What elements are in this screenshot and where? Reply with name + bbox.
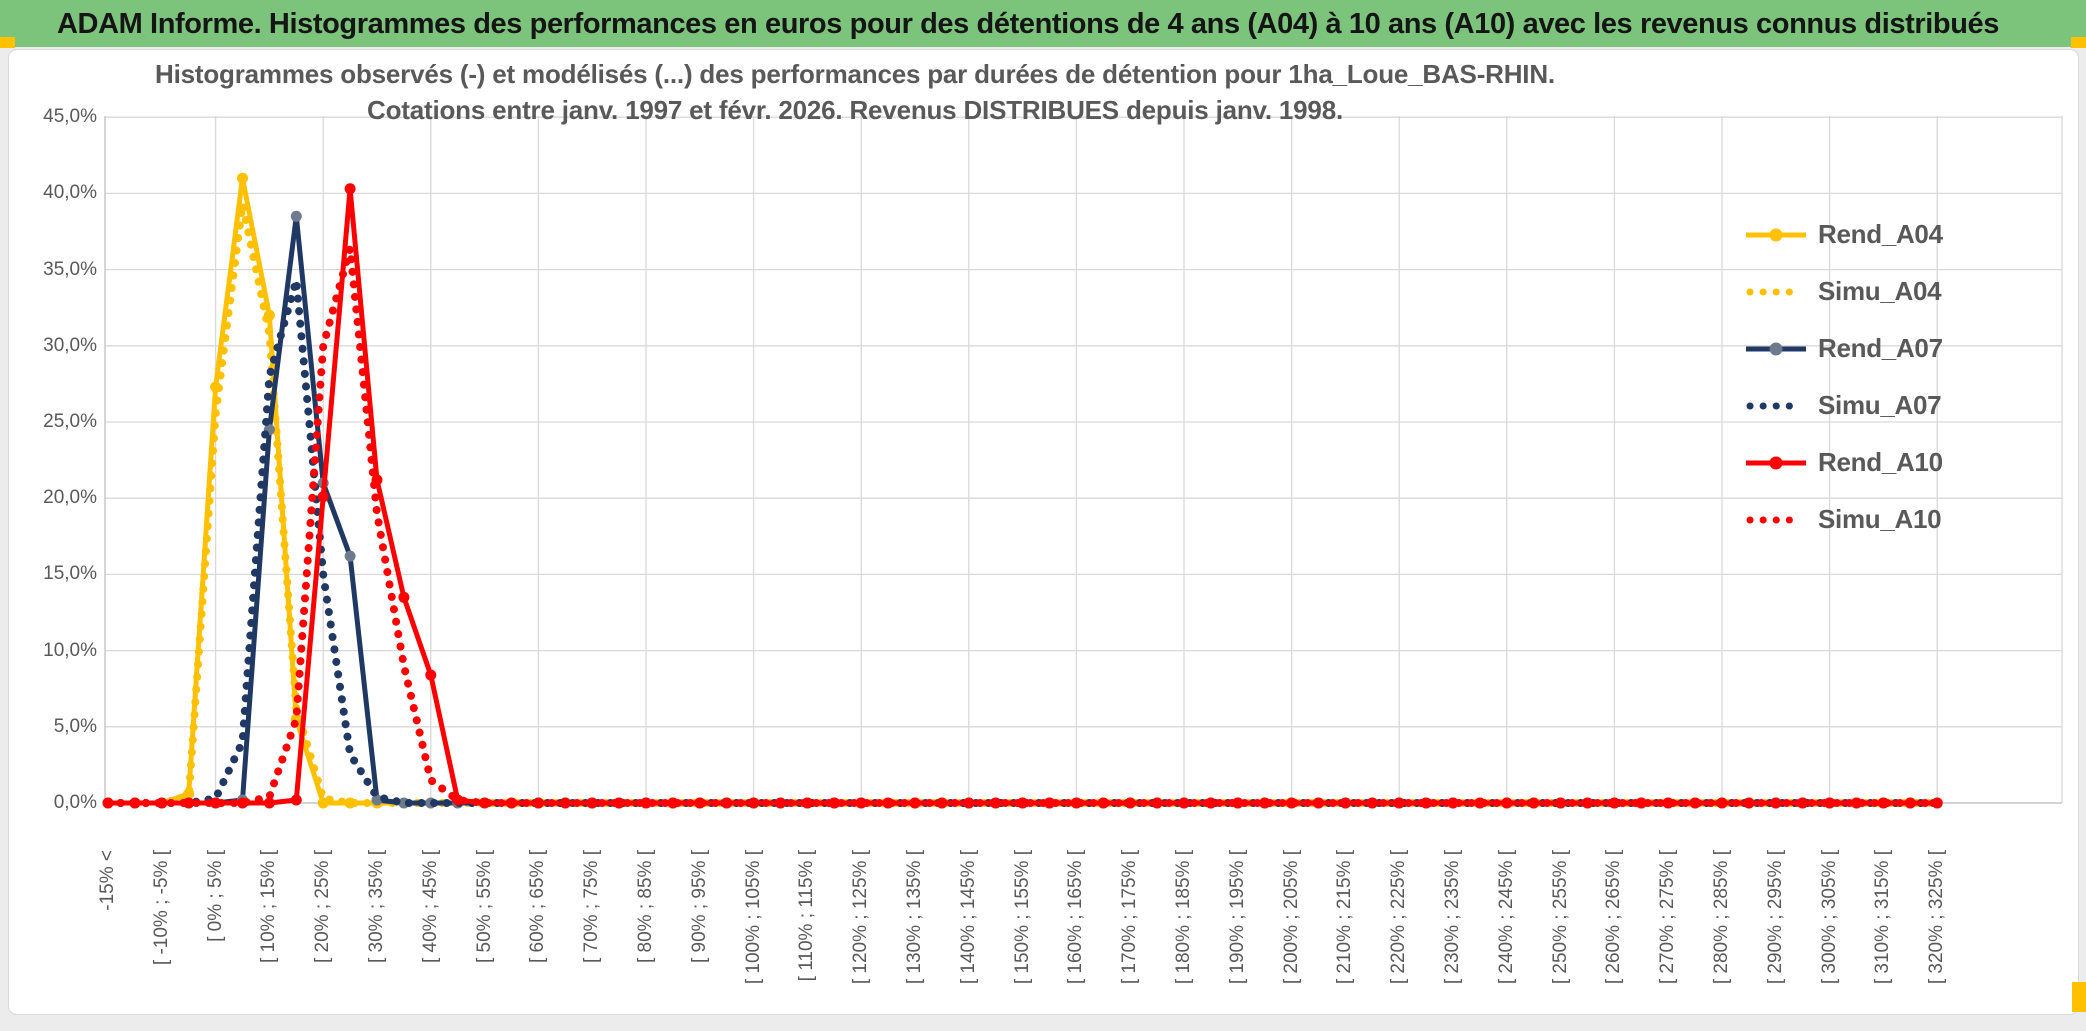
x-axis-label: [ 170% ; 175% [ [1119, 850, 1141, 985]
legend-item-Rend_A04[interactable]: Rend_A04 [1742, 206, 1943, 263]
y-axis-label: 45,0% [43, 106, 97, 128]
legend-swatch-icon [1746, 456, 1806, 469]
marker-Rend_A10 [1232, 797, 1244, 809]
header-bar: ADAM Informe. Histogrammes des performan… [0, 0, 2086, 47]
marker-Rend_A10 [263, 797, 275, 809]
x-axis-label: [ 300% ; 305% [ [1818, 850, 1840, 985]
legend-swatch-icon [1746, 342, 1806, 355]
x-axis-label: [ 140% ; 145% [ [957, 850, 979, 985]
legend-item-Simu_A04[interactable]: Simu_A04 [1742, 263, 1943, 320]
x-axis-label: [ 30% ; 35% [ [366, 850, 387, 964]
series-line-Simu_A07[interactable] [104, 276, 1942, 807]
legend-item-Simu_A07[interactable]: Simu_A07 [1742, 377, 1943, 434]
marker-Rend_A10 [290, 794, 302, 806]
x-axis-label: [ 290% ; 295% [ [1764, 850, 1786, 985]
series-line-Simu_A10[interactable] [104, 244, 1942, 807]
marker-Rend_A10 [317, 491, 329, 503]
x-axis-label: [ 150% ; 155% [ [1011, 850, 1033, 985]
series-Simu_A10[interactable] [104, 244, 1942, 807]
x-axis-label: [ 160% ; 165% [ [1065, 850, 1087, 985]
x-axis-label: [ 40% ; 45% [ [419, 850, 441, 964]
y-axis-label: 15,0% [43, 563, 97, 585]
y-axis-label: 5,0% [53, 715, 97, 737]
chart-title-line1: Histogrammes observés (-) et modélisés (… [155, 59, 1555, 89]
legend-item-Rend_A07[interactable]: Rend_A07 [1742, 320, 1943, 377]
x-axis-label: [ 180% ; 185% [ [1173, 850, 1194, 985]
x-axis-label: -15% < [97, 850, 118, 911]
y-axis-label: 20,0% [43, 487, 97, 509]
y-axis-label: 30,0% [43, 334, 97, 356]
x-axis-label: [ 200% ; 205% [ [1280, 850, 1302, 985]
marker-Rend_A10 [425, 669, 437, 681]
y-axis-label: 35,0% [43, 258, 97, 280]
marker-Rend_A10 [1635, 797, 1647, 809]
legend-item-Simu_A10[interactable]: Simu_A10 [1742, 491, 1943, 548]
legend-swatch-icon [1746, 402, 1806, 409]
x-axis-label: [ 240% ; 245% [ [1495, 850, 1517, 985]
marker-Rend_A10 [210, 797, 222, 809]
marker-Rend_A10 [398, 591, 410, 603]
y-axis-label: 25,0% [43, 411, 97, 432]
series-line-Rend_A10[interactable] [108, 186, 1938, 806]
gold-accent-icon [0, 37, 15, 48]
chart-title: Histogrammes observés (-) et modélisés (… [105, 56, 1605, 128]
x-axis-label: [ 250% ; 255% [ [1549, 850, 1571, 985]
x-axis-label: [ 10% ; 15% [ [258, 850, 280, 964]
legend-label: Simu_A07 [1818, 390, 1942, 420]
x-axis-label: [ 320% ; 325% [ [1926, 850, 1948, 985]
x-axis-label: [ 60% ; 65% [ [527, 850, 549, 964]
x-axis-label: [ 190% ; 195% [ [1226, 850, 1248, 985]
x-axis-label: [ 210% ; 215% [ [1334, 850, 1356, 985]
legend-swatch-icon [1746, 288, 1806, 295]
x-axis-label: [ 90% ; 95% [ [688, 850, 710, 964]
gold-accent-icon [2071, 37, 2086, 48]
legend-swatch-icon [1746, 516, 1806, 523]
legend: Rend_A04 Simu_A04 Rend_A07 Simu_A07 Rend_A10… [1742, 206, 1943, 548]
x-axis-label: [ 110% ; 115% [ [796, 850, 818, 982]
marker-Rend_A10 [1447, 797, 1459, 809]
chart-title-line2: Cotations entre janv. 1997 et févr. 2026… [367, 95, 1343, 125]
marker-Rend_A07 [344, 550, 356, 562]
marker-Rend_A07 [290, 210, 302, 222]
marker-Rend_A10 [1931, 797, 1943, 809]
x-axis-label: [ 230% ; 235% [ [1442, 850, 1463, 985]
marker-Rend_A10 [640, 797, 652, 809]
y-axis-label: 0,0% [53, 792, 97, 813]
y-axis-label: 10,0% [43, 639, 97, 661]
series-line-Rend_A04[interactable] [108, 175, 1938, 806]
y-axis-label: 40,0% [43, 182, 97, 204]
series-Simu_A07[interactable] [104, 276, 1942, 807]
legend-swatch-icon [1746, 228, 1806, 241]
x-axis-label: [ 80% ; 85% [ [635, 850, 656, 964]
x-axis-label: [ 0% ; 5% [ [204, 850, 226, 942]
x-axis-label: [ 220% ; 225% [ [1388, 850, 1410, 985]
marker-Rend_A10 [344, 183, 356, 195]
x-axis-label: [ 280% ; 285% [ [1711, 850, 1732, 985]
x-axis-label: [ 50% ; 55% [ [473, 850, 495, 964]
gold-accent-icon [2072, 982, 2086, 1012]
legend-label: Rend_A10 [1818, 447, 1943, 477]
header-title: ADAM Informe. Histogrammes des performan… [57, 8, 1999, 40]
x-axis-label: [ 100% ; 105% [ [742, 850, 764, 985]
x-axis-label: [ -10% ; -5% [ [150, 850, 172, 966]
legend-label: Simu_A04 [1818, 276, 1942, 306]
x-axis-label: [ 120% ; 125% [ [850, 850, 872, 985]
x-axis-label: [ 20% ; 25% [ [312, 850, 334, 964]
legend-label: Simu_A10 [1818, 504, 1942, 534]
x-axis-label: [ 260% ; 265% [ [1603, 850, 1625, 985]
legend-label: Rend_A07 [1818, 333, 1943, 363]
marker-Rend_A04 [237, 172, 248, 184]
marker-Rend_A07 [371, 794, 383, 806]
legend-item-Rend_A10[interactable]: Rend_A10 [1742, 434, 1943, 491]
x-axis-label: [ 130% ; 135% [ [904, 850, 925, 985]
x-axis-label: [ 70% ; 75% [ [581, 850, 603, 964]
x-axis-label: [ 310% ; 315% [ [1872, 850, 1894, 985]
x-axis-label: [ 270% ; 275% [ [1657, 850, 1679, 985]
legend-label: Rend_A04 [1818, 219, 1943, 249]
marker-Rend_A10 [1044, 797, 1055, 809]
